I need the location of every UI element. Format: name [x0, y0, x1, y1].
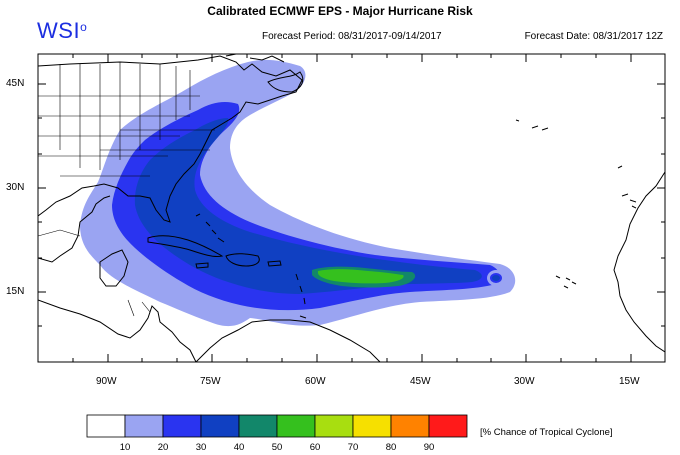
lesser-antilles [295, 273, 307, 319]
legend-swatch-3 [200, 414, 240, 438]
legend-label-20: 20 [157, 442, 169, 453]
lon-label-15w: 15W [619, 376, 640, 387]
chart-title: Calibrated ECMWF EPS - Major Hurricane R… [207, 4, 473, 18]
legend-label-50: 50 [271, 442, 283, 453]
lon-label-30w: 30W [514, 376, 535, 387]
south-america-coastline [195, 319, 381, 362]
lat-label-45n: 45N [6, 78, 25, 89]
lon-label-60w: 60W [305, 376, 326, 387]
coastlines [38, 54, 665, 362]
lon-ticks [72, 54, 632, 362]
wsi-logo: WSIo [37, 18, 87, 44]
bahamas [195, 213, 225, 243]
cuba [147, 235, 224, 257]
legend-colorbar [86, 414, 468, 438]
yucatan-coastline [99, 249, 129, 287]
forecast-date: Forecast Date: 08/31/2017 12Z [524, 31, 663, 42]
risk-band-50-60 [318, 269, 404, 284]
risk-band-30-40 [134, 118, 482, 294]
legend-swatch-9 [428, 414, 468, 438]
legend-label-70: 70 [347, 442, 359, 453]
lat-ticks [38, 83, 665, 327]
lat-label-15n: 15N [6, 286, 25, 297]
risk-spot-east-inner [492, 275, 500, 281]
logo-degree: o [80, 20, 88, 34]
legend-unit-label: [% Chance of Tropical Cyclone] [480, 427, 613, 438]
legend-swatch-8 [390, 414, 430, 438]
legend-label-30: 30 [195, 442, 207, 453]
legend-label-40: 40 [233, 442, 245, 453]
legend-swatch-4 [238, 414, 278, 438]
canary-islands [617, 165, 637, 209]
map-content [38, 54, 665, 362]
lon-label-45w: 45W [410, 376, 431, 387]
legend-swatch-0 [86, 414, 126, 438]
cape-verde [555, 275, 577, 289]
legend-swatch-2 [162, 414, 202, 438]
us-state-lines [38, 62, 215, 177]
legend-swatch-5 [276, 414, 316, 438]
legend-swatch-1 [124, 414, 164, 438]
puerto-rico [267, 260, 282, 267]
lon-label-90w: 90W [96, 376, 117, 387]
legend-label-80: 80 [385, 442, 397, 453]
azores [515, 119, 549, 131]
legend-swatch-7 [352, 414, 392, 438]
lat-label-30n: 30N [6, 182, 25, 193]
legend-label-90: 90 [423, 442, 435, 453]
newfoundland [267, 71, 304, 93]
jamaica [195, 262, 209, 269]
africa-coastline [613, 171, 665, 353]
logo-text: WSI [37, 18, 81, 43]
gulf-mexico-coastline [38, 195, 197, 362]
legend-swatch-6 [314, 414, 354, 438]
lon-label-75w: 75W [200, 376, 221, 387]
legend-label-10: 10 [119, 442, 131, 453]
central-america-borders [127, 299, 151, 317]
forecast-period: Forecast Period: 08/31/2017-09/14/2017 [262, 31, 442, 42]
mexico-border [38, 229, 81, 237]
hispaniola [225, 253, 260, 267]
political-borders [38, 62, 215, 317]
legend-label-60: 60 [309, 442, 321, 453]
